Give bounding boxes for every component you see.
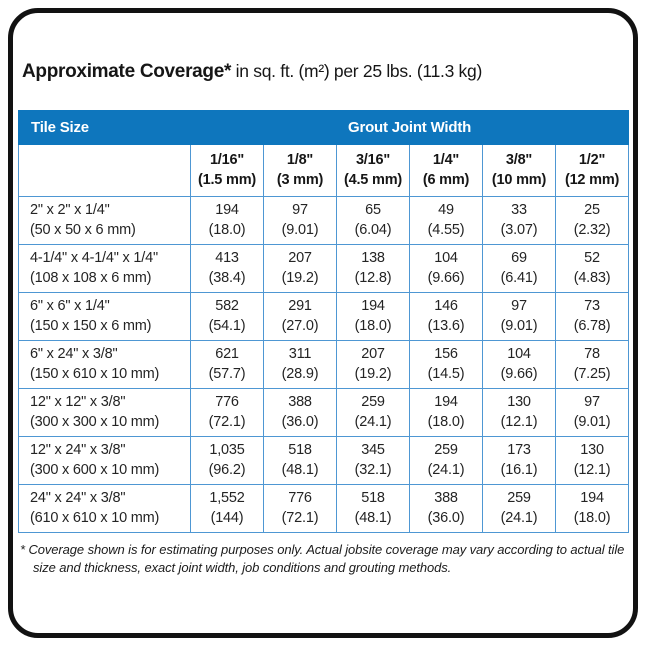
grout-width-column-header: 1/4" (6 mm): [409, 144, 483, 197]
coverage-value-cell: 388 (36.0): [263, 388, 337, 437]
tile-size-cell: 12" x 24" x 3/8" (300 x 600 x 10 mm): [18, 436, 191, 485]
table-row: 24" x 24" x 3/8" (610 x 610 x 10 mm) 1,552…: [18, 484, 630, 533]
tile-size-cell: 4-1/4" x 4-1/4" x 1/4" (108 x 108 x 6 mm): [18, 244, 191, 293]
coverage-value-cell: 413 (38.4): [190, 244, 264, 293]
coverage-value-cell: 388 (36.0): [409, 484, 483, 533]
table-row: 2" x 2" x 1/4" (50 x 50 x 6 mm) 194 (18.0) 9…: [18, 196, 630, 245]
grout-width-column-header: 1/2" (12 mm): [554, 144, 630, 197]
coverage-value-cell: 130 (12.1): [554, 436, 630, 485]
grout-width-column-header: 3/8" (10 mm): [482, 144, 556, 197]
coverage-value-cell: 582 (54.1): [190, 292, 264, 341]
coverage-value-cell: 518 (48.1): [336, 484, 410, 533]
coverage-value-cell: 52 (4.83): [554, 244, 630, 293]
coverage-value-cell: 518 (48.1): [263, 436, 337, 485]
empty-corner-cell: [18, 144, 191, 197]
coverage-value-cell: 259 (24.1): [482, 484, 556, 533]
coverage-value-cell: 104 (9.66): [409, 244, 483, 293]
coverage-table: Tile Size Grout Joint Width 1/16" (1.5 mm…: [18, 110, 630, 533]
coverage-value-cell: 49 (4.55): [409, 196, 483, 245]
coverage-value-cell: 33 (3.07): [482, 196, 556, 245]
footnote-asterisk: *: [20, 542, 29, 557]
grout-width-subheader-row: 1/16" (1.5 mm) 1/8" (3 mm) 3/16" (4.5 mm) 1/4"…: [18, 144, 630, 197]
tile-size-cell: 6" x 24" x 3/8" (150 x 610 x 10 mm): [18, 340, 191, 389]
tile-size-cell: 2" x 2" x 1/4" (50 x 50 x 6 mm): [18, 196, 191, 245]
coverage-value-cell: 69 (6.41): [482, 244, 556, 293]
coverage-value-cell: 156 (14.5): [409, 340, 483, 389]
footnote: * Coverage shown is for estimating purpo…: [20, 541, 632, 577]
coverage-value-cell: 1,035 (96.2): [190, 436, 264, 485]
coverage-value-cell: 173 (16.1): [482, 436, 556, 485]
coverage-value-cell: 291 (27.0): [263, 292, 337, 341]
coverage-value-cell: 73 (6.78): [554, 292, 630, 341]
coverage-value-cell: 345 (32.1): [336, 436, 410, 485]
coverage-value-cell: 776 (72.1): [263, 484, 337, 533]
coverage-value-cell: 104 (9.66): [482, 340, 556, 389]
coverage-table-body: 2" x 2" x 1/4" (50 x 50 x 6 mm) 194 (18.0) 9…: [18, 196, 630, 533]
tile-size-header: Tile Size: [18, 110, 191, 145]
coverage-value-cell: 1,552 (144): [190, 484, 264, 533]
coverage-value-cell: 138 (12.8): [336, 244, 410, 293]
coverage-value-cell: 194 (18.0): [190, 196, 264, 245]
table-row: 12" x 12" x 3/8" (300 x 300 x 10 mm) 776 (7…: [18, 388, 630, 437]
coverage-value-cell: 259 (24.1): [409, 436, 483, 485]
coverage-value-cell: 259 (24.1): [336, 388, 410, 437]
coverage-value-cell: 621 (57.7): [190, 340, 264, 389]
table-row: 12" x 24" x 3/8" (300 x 600 x 10 mm) 1,035…: [18, 436, 630, 485]
coverage-value-cell: 97 (9.01): [554, 388, 630, 437]
coverage-value-cell: 78 (7.25): [554, 340, 630, 389]
tile-size-cell: 24" x 24" x 3/8" (610 x 610 x 10 mm): [18, 484, 191, 533]
coverage-value-cell: 776 (72.1): [190, 388, 264, 437]
table-row: 6" x 24" x 3/8" (150 x 610 x 10 mm) 621 (57…: [18, 340, 630, 389]
coverage-value-cell: 194 (18.0): [554, 484, 630, 533]
coverage-value-cell: 130 (12.1): [482, 388, 556, 437]
grout-width-column-header: 1/8" (3 mm): [263, 144, 337, 197]
coverage-value-cell: 207 (19.2): [263, 244, 337, 293]
title-units: in sq. ft. (m²) per 25 lbs. (11.3 kg): [231, 61, 483, 81]
coverage-value-cell: 311 (28.9): [263, 340, 337, 389]
table-row: 4-1/4" x 4-1/4" x 1/4" (108 x 108 x 6 mm)…: [18, 244, 630, 293]
grout-joint-width-header: Grout Joint Width: [189, 110, 630, 145]
title-main: Approximate Coverage*: [22, 61, 232, 82]
page-title: Approximate Coverage* in sq. ft. (m²) pe…: [22, 61, 482, 83]
coverage-value-cell: 25 (2.32): [554, 196, 630, 245]
coverage-value-cell: 146 (13.6): [409, 292, 483, 341]
footnote-text: Coverage shown is for estimating purpose…: [28, 542, 625, 576]
coverage-value-cell: 194 (18.0): [409, 388, 483, 437]
coverage-value-cell: 65 (6.04): [336, 196, 410, 245]
coverage-value-cell: 97 (9.01): [482, 292, 556, 341]
coverage-value-cell: 207 (19.2): [336, 340, 410, 389]
grout-width-column-header: 3/16" (4.5 mm): [336, 144, 410, 197]
table-row: 6" x 6" x 1/4" (150 x 150 x 6 mm) 582 (54.1…: [18, 292, 630, 341]
coverage-value-cell: 97 (9.01): [263, 196, 337, 245]
table-header-band: Tile Size Grout Joint Width: [18, 110, 630, 145]
grout-width-column-header: 1/16" (1.5 mm): [190, 144, 264, 197]
tile-size-cell: 6" x 6" x 1/4" (150 x 150 x 6 mm): [18, 292, 191, 341]
coverage-value-cell: 194 (18.0): [336, 292, 410, 341]
tile-size-cell: 12" x 12" x 3/8" (300 x 300 x 10 mm): [18, 388, 191, 437]
